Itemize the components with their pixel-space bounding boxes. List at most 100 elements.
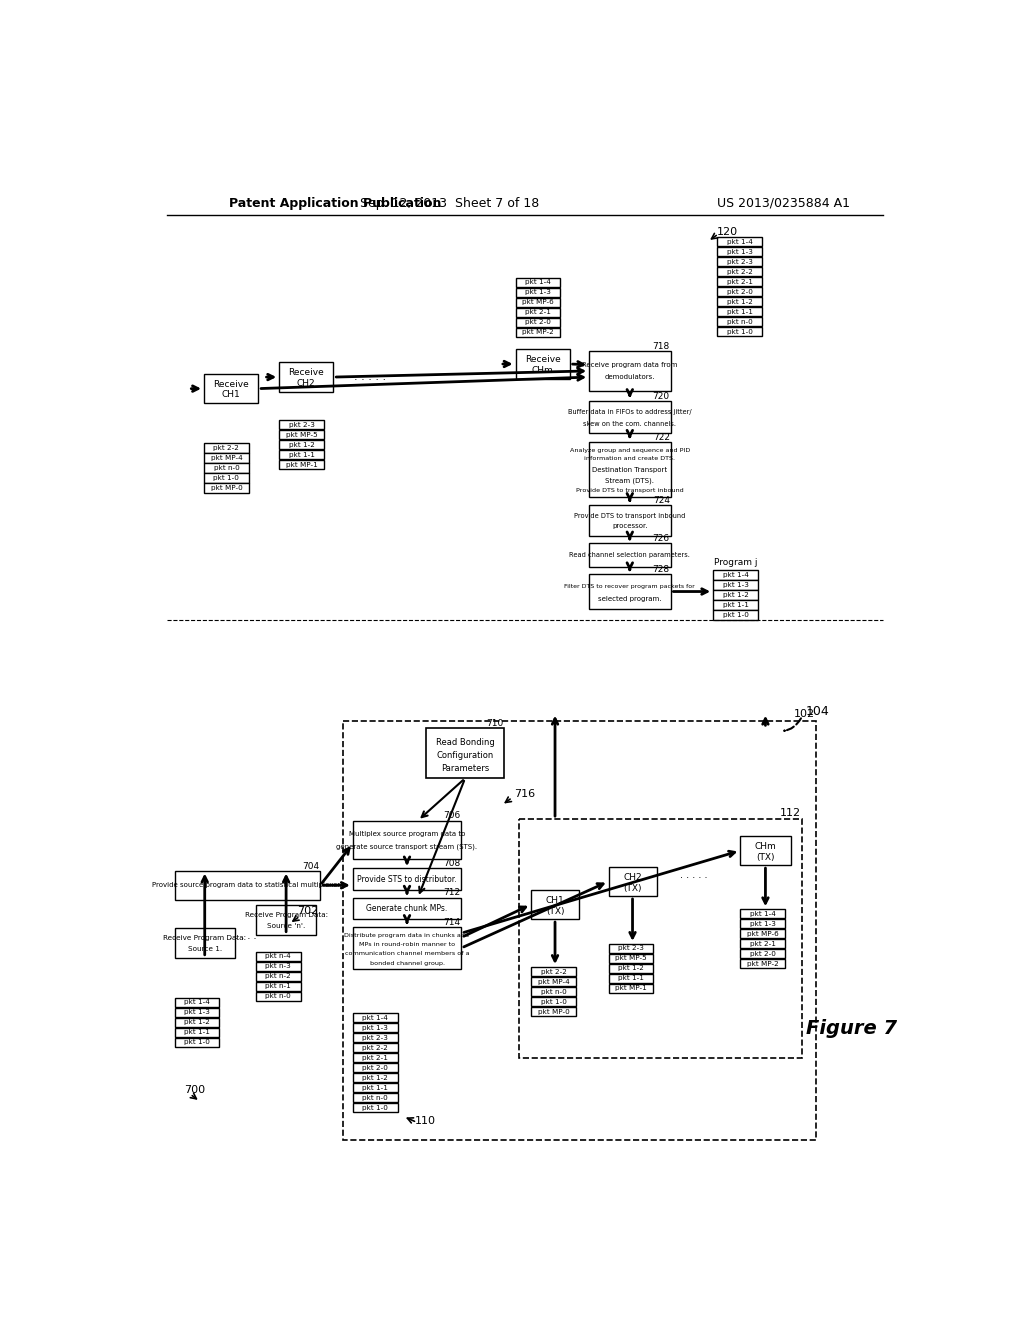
Text: pkt MP-5: pkt MP-5: [286, 432, 317, 438]
Text: Buffer data in FIFOs to address jitter/: Buffer data in FIFOs to address jitter/: [568, 409, 691, 414]
Text: pkt 2-2: pkt 2-2: [213, 445, 240, 451]
Text: 728: 728: [652, 565, 670, 574]
Text: pkt 1-0: pkt 1-0: [541, 998, 566, 1005]
FancyBboxPatch shape: [204, 453, 249, 462]
Text: (TX): (TX): [756, 853, 775, 862]
FancyBboxPatch shape: [280, 420, 324, 429]
Text: pkt 2-3: pkt 2-3: [727, 259, 753, 264]
FancyBboxPatch shape: [717, 308, 762, 317]
FancyBboxPatch shape: [717, 277, 762, 286]
FancyArrowPatch shape: [784, 718, 801, 731]
FancyBboxPatch shape: [174, 928, 234, 958]
FancyBboxPatch shape: [713, 590, 758, 599]
FancyBboxPatch shape: [256, 982, 301, 991]
Text: Filter DTS to recover program packets for: Filter DTS to recover program packets fo…: [564, 583, 695, 589]
FancyBboxPatch shape: [717, 327, 762, 337]
Text: demodulators.: demodulators.: [604, 374, 655, 380]
Text: 714: 714: [443, 917, 461, 927]
Text: pkt 2-0: pkt 2-0: [362, 1065, 388, 1071]
Text: pkt 1-2: pkt 1-2: [362, 1074, 388, 1081]
Text: . . . . .: . . . . .: [229, 931, 256, 941]
FancyBboxPatch shape: [204, 474, 249, 483]
Text: pkt 1-1: pkt 1-1: [289, 451, 314, 458]
Text: pkt MP-6: pkt MP-6: [746, 931, 778, 937]
Text: pkt 1-4: pkt 1-4: [525, 280, 551, 285]
Text: Generate chunk MPs.: Generate chunk MPs.: [367, 904, 447, 913]
Text: CHm: CHm: [531, 366, 554, 375]
Text: 104: 104: [806, 705, 829, 718]
Text: selected program.: selected program.: [598, 595, 662, 602]
Text: Receive program data from: Receive program data from: [582, 362, 678, 368]
Text: pkt 2-3: pkt 2-3: [289, 422, 314, 428]
FancyBboxPatch shape: [352, 1023, 397, 1032]
Text: 706: 706: [443, 812, 461, 821]
Text: 700: 700: [183, 1085, 205, 1096]
FancyBboxPatch shape: [352, 1084, 397, 1093]
FancyBboxPatch shape: [531, 987, 575, 997]
FancyBboxPatch shape: [256, 906, 316, 935]
Text: US 2013/0235884 A1: US 2013/0235884 A1: [717, 197, 850, 210]
FancyBboxPatch shape: [256, 991, 301, 1001]
FancyBboxPatch shape: [174, 871, 321, 900]
Text: pkt 1-1: pkt 1-1: [618, 975, 644, 982]
Text: Sep. 12, 2013  Sheet 7 of 18: Sep. 12, 2013 Sheet 7 of 18: [360, 197, 540, 210]
FancyBboxPatch shape: [740, 929, 785, 939]
FancyBboxPatch shape: [717, 257, 762, 267]
Text: Configuration: Configuration: [436, 751, 494, 759]
Text: pkt 1-0: pkt 1-0: [727, 329, 753, 335]
Text: Receive Program Data:: Receive Program Data:: [163, 936, 247, 941]
Text: pkt n-3: pkt n-3: [265, 964, 291, 969]
FancyBboxPatch shape: [740, 960, 785, 969]
FancyBboxPatch shape: [713, 610, 758, 619]
Text: 720: 720: [652, 392, 670, 401]
Text: pkt 1-3: pkt 1-3: [362, 1024, 388, 1031]
Text: communication channel members of a: communication channel members of a: [345, 952, 469, 956]
Text: 120: 120: [717, 227, 738, 236]
Text: pkt 1-0: pkt 1-0: [362, 1105, 388, 1111]
Text: pkt 1-4: pkt 1-4: [750, 911, 775, 917]
FancyBboxPatch shape: [717, 297, 762, 306]
Text: pkt 1-0: pkt 1-0: [213, 475, 240, 480]
FancyBboxPatch shape: [515, 350, 569, 379]
Text: Provide DTS to transport inbound: Provide DTS to transport inbound: [574, 512, 685, 519]
Text: Receive: Receive: [213, 380, 249, 388]
Text: 702: 702: [297, 907, 318, 916]
FancyBboxPatch shape: [608, 944, 653, 953]
Text: pkt MP-2: pkt MP-2: [522, 330, 554, 335]
Text: CH2: CH2: [624, 873, 642, 882]
FancyBboxPatch shape: [280, 450, 324, 459]
Text: pkt 2-3: pkt 2-3: [362, 1035, 388, 1040]
Text: pkt 1-3: pkt 1-3: [750, 921, 775, 927]
FancyBboxPatch shape: [352, 821, 461, 859]
FancyBboxPatch shape: [280, 363, 334, 392]
FancyBboxPatch shape: [589, 574, 671, 609]
FancyBboxPatch shape: [204, 483, 249, 492]
FancyBboxPatch shape: [717, 247, 762, 256]
FancyBboxPatch shape: [515, 288, 560, 297]
FancyBboxPatch shape: [589, 544, 671, 566]
FancyBboxPatch shape: [352, 1104, 397, 1113]
Text: pkt MP-5: pkt MP-5: [615, 956, 647, 961]
FancyBboxPatch shape: [174, 998, 219, 1007]
Text: CH2: CH2: [297, 379, 315, 388]
Text: 722: 722: [652, 433, 670, 442]
Text: . . . . .: . . . . .: [680, 870, 708, 879]
Text: pkt 2-1: pkt 2-1: [525, 309, 551, 315]
FancyBboxPatch shape: [531, 1007, 575, 1016]
Text: pkt 1-2: pkt 1-2: [727, 298, 753, 305]
FancyBboxPatch shape: [713, 570, 758, 579]
FancyBboxPatch shape: [204, 463, 249, 473]
Text: pkt 1-1: pkt 1-1: [727, 309, 753, 314]
FancyBboxPatch shape: [352, 1014, 397, 1022]
Text: Receive: Receive: [524, 355, 560, 364]
Text: pkt n-0: pkt n-0: [541, 989, 566, 994]
FancyBboxPatch shape: [608, 867, 656, 896]
Text: pkt 1-2: pkt 1-2: [723, 591, 749, 598]
FancyBboxPatch shape: [740, 909, 785, 919]
Text: Distribute program data in chunks and: Distribute program data in chunks and: [344, 933, 469, 937]
FancyBboxPatch shape: [717, 317, 762, 326]
Text: pkt 1-1: pkt 1-1: [362, 1085, 388, 1090]
Text: 712: 712: [443, 888, 461, 898]
Text: Patent Application Publication: Patent Application Publication: [228, 197, 441, 210]
Text: 718: 718: [652, 342, 670, 351]
